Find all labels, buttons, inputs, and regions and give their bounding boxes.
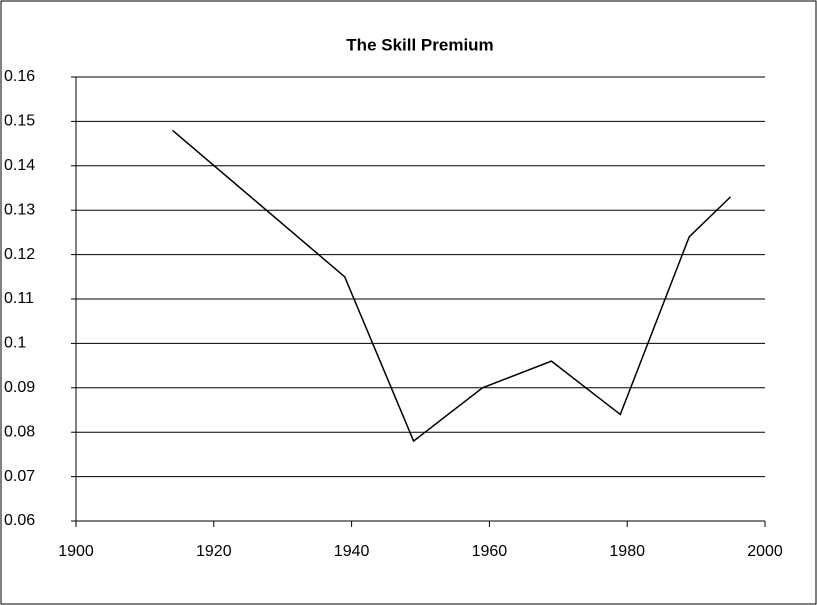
y-tick-label: 0.09 [4,379,35,396]
line-series [171,129,732,443]
x-tick-label: 1960 [472,543,508,560]
y-tick-label: 0.11 [4,290,34,307]
x-tick-label: 1940 [334,543,370,560]
y-tick-label: 0.1 [4,335,26,352]
chart-title: The Skill Premium [346,35,493,54]
x-tick-label: 1980 [609,543,645,560]
x-tick-label: 1900 [58,543,94,560]
x-tick-label: 2000 [747,543,783,560]
x-tick-label: 1920 [196,543,232,560]
y-tick-label: 0.14 [4,157,35,174]
y-tick-label: 0.15 [4,113,35,130]
y-tick-label: 0.13 [4,201,35,218]
y-tick-label: 0.16 [4,68,35,85]
y-tick-label: 0.12 [4,246,35,263]
y-tick-label: 0.07 [4,468,35,485]
y-tick-label: 0.06 [4,512,35,529]
y-tick-label: 0.08 [4,423,35,440]
